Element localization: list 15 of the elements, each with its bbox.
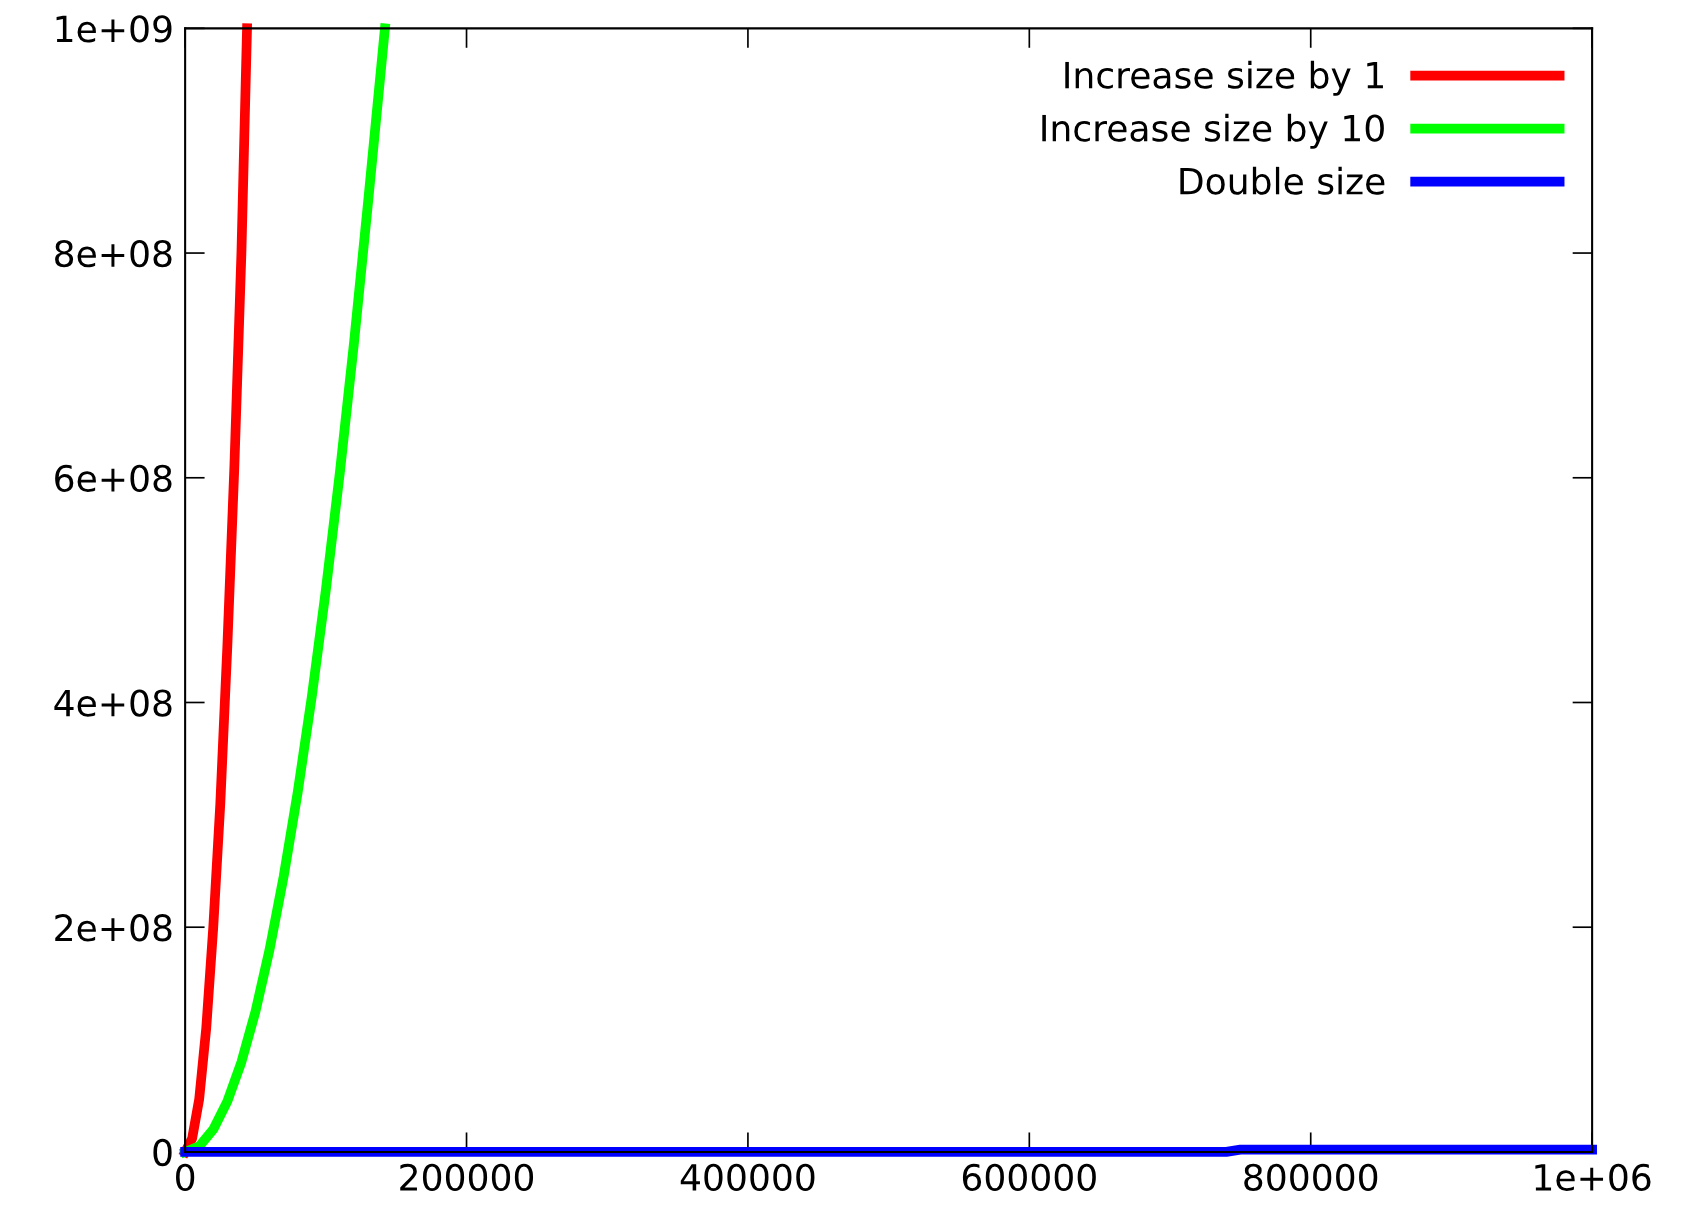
x-tick-label: 200000 bbox=[400, 1163, 534, 1191]
y-tick-label: 4e+08 bbox=[54, 689, 172, 717]
y-tick-label: 1e+09 bbox=[56, 15, 172, 43]
legend-label: Increase size by 10 bbox=[1042, 113, 1384, 149]
legend-label: Double size bbox=[1180, 166, 1385, 195]
y-tick-label: 0 bbox=[153, 1138, 172, 1167]
x-tick-label: 0 bbox=[176, 1163, 195, 1191]
x-tick-label: 600000 bbox=[962, 1163, 1096, 1191]
x-tick-label: 1e+06 bbox=[1535, 1163, 1651, 1191]
y-tick-label: 6e+08 bbox=[55, 464, 172, 492]
y-tick-label: 2e+08 bbox=[55, 914, 172, 942]
y-tick-label: 8e+08 bbox=[55, 239, 172, 268]
x-tick-label: 400000 bbox=[680, 1163, 815, 1191]
legend-label: Increase size by 1 bbox=[1065, 60, 1383, 96]
x-tick-label: 800000 bbox=[1244, 1163, 1378, 1191]
